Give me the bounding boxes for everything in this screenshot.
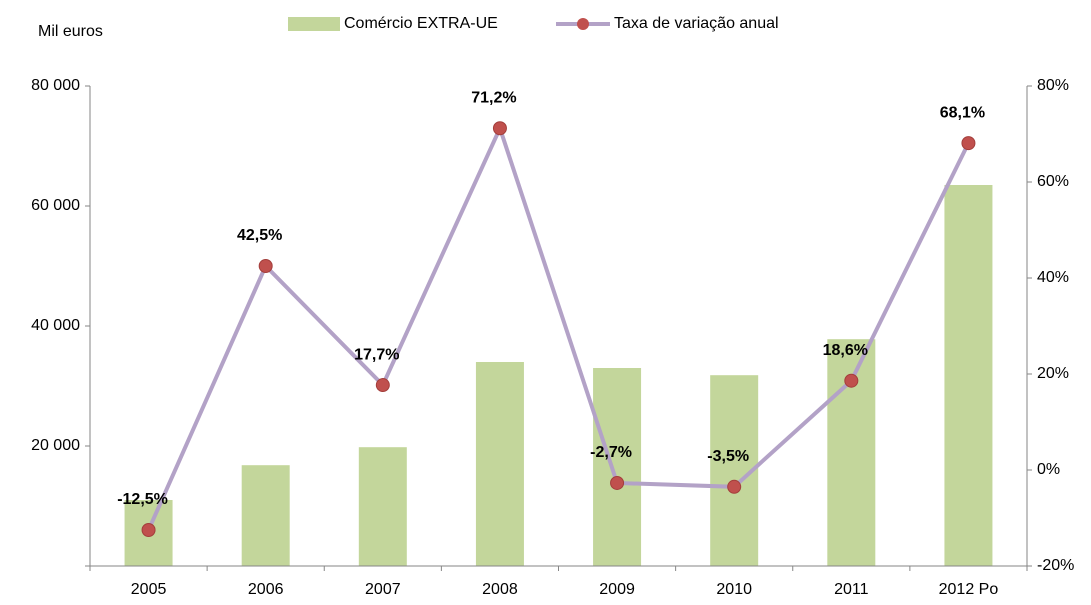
x-tick-label: 2005 <box>131 581 167 598</box>
marker <box>727 479 742 494</box>
y2-tick-label: 40% <box>1037 269 1069 286</box>
y2-tick-label: 60% <box>1037 173 1069 190</box>
line <box>146 122 971 531</box>
data-label: 42,5% <box>237 227 282 244</box>
x-tick-label: 2006 <box>248 581 284 598</box>
bar <box>241 465 290 566</box>
bar <box>827 339 876 566</box>
y-axis-label: Mil euros <box>38 23 103 40</box>
y-tick-label: 80 000 <box>31 77 80 94</box>
legend-label: Comércio EXTRA-UE <box>344 15 498 32</box>
data-label: 17,7% <box>354 346 399 363</box>
y-tick-label: 60 000 <box>31 197 80 214</box>
marker <box>961 136 976 151</box>
legend-marker <box>577 18 589 30</box>
x-tick-label: 2007 <box>365 581 401 598</box>
x-tick-label: 2011 <box>834 581 869 598</box>
x-tick-label: 2008 <box>482 581 518 598</box>
y2-tick-label: 0% <box>1037 461 1060 478</box>
x-tick-label: 2010 <box>716 581 752 598</box>
marker <box>258 259 273 273</box>
y2-tick-label: -20% <box>1037 557 1074 574</box>
y2-tick-label: 80% <box>1037 77 1069 94</box>
y2-tick-label: 20% <box>1037 365 1069 382</box>
marker <box>610 475 625 490</box>
data-label: -3,5% <box>707 448 749 465</box>
data-label: -12,5% <box>117 491 168 508</box>
marker <box>492 121 507 136</box>
bar <box>944 185 993 566</box>
data-label: 68,1% <box>940 104 985 121</box>
marker <box>844 373 859 388</box>
y-tick-label: 40 000 <box>31 317 80 334</box>
y-tick-label: 20 000 <box>31 437 80 454</box>
bar <box>475 362 524 566</box>
marker <box>375 378 390 393</box>
data-label: 71,2% <box>471 89 516 106</box>
legend-label: Taxa de variação anual <box>614 15 779 32</box>
x-tick-label: 2009 <box>599 581 635 598</box>
x-tick-label: 2012 Po <box>939 581 999 598</box>
bar <box>593 368 642 566</box>
legend-swatch <box>288 17 340 31</box>
data-label: 18,6% <box>823 342 868 359</box>
bar <box>358 447 407 566</box>
data-label: -2,7% <box>590 444 632 461</box>
marker <box>141 523 156 537</box>
